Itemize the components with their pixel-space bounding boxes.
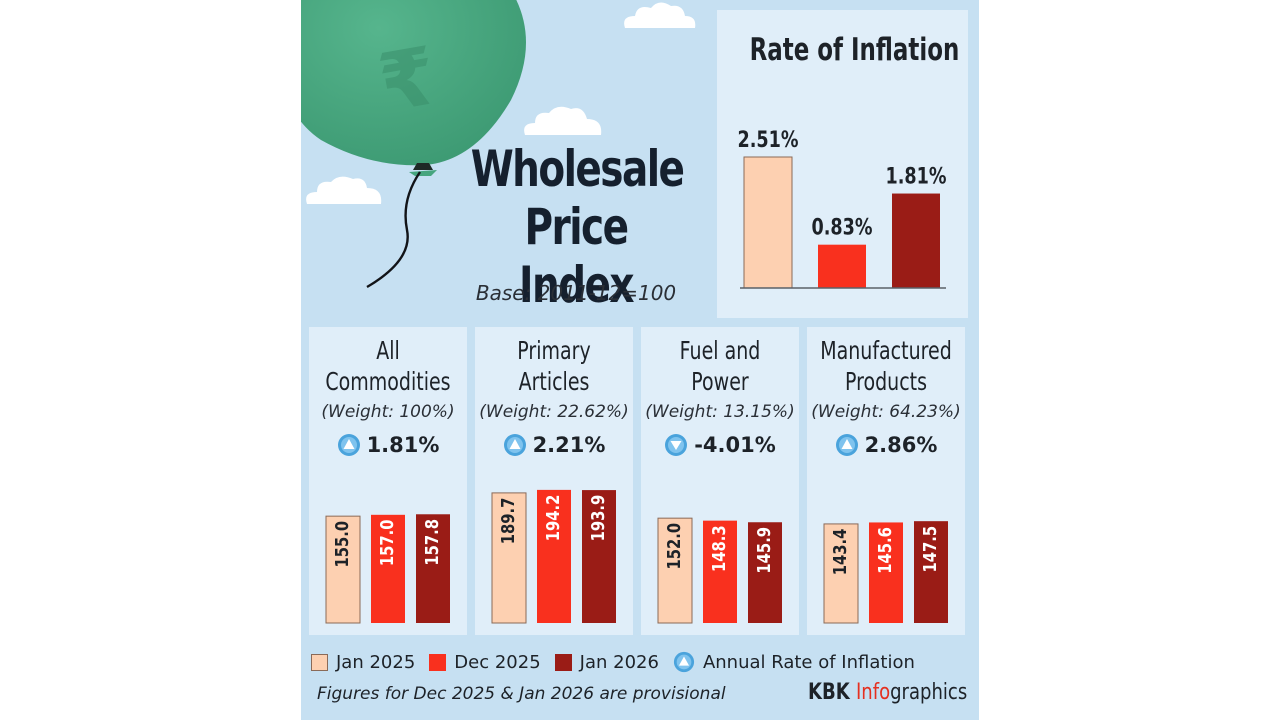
inflation-value-label: 1.81%: [885, 164, 946, 189]
category-panel-manufactured-products: Manufactured Products (Weight: 64.23%) 2…: [807, 327, 965, 635]
category-weight: (Weight: 100%): [321, 402, 455, 422]
category-panel-all-commodities: All Commodities (Weight: 100%) 1.81% 155…: [309, 327, 467, 635]
annual-rate: 2.86%: [807, 433, 965, 457]
inflation-bar: [743, 156, 793, 289]
legend-item-dec-2025: Dec 2025: [429, 651, 541, 673]
legend-label: Dec 2025: [454, 651, 541, 673]
category-weight: (Weight: 13.15%): [645, 402, 795, 422]
annual-rate: -4.01%: [641, 433, 799, 457]
index-value-label: 189.7: [498, 498, 519, 545]
infographic: ₹ Wholesale Price Index Base: 2011-12=10…: [301, 0, 979, 720]
swatch-jan-2025: [311, 653, 328, 671]
category-title: Fuel and Power: [645, 335, 795, 397]
legend-item-annual-rate: Annual Rate of Inflation: [673, 651, 915, 673]
index-value-label: 145.6: [875, 527, 896, 574]
index-value-label: 193.9: [588, 495, 609, 542]
category-title-line: Products: [844, 367, 928, 396]
index-bar: [869, 522, 903, 623]
brand-part-2: Info: [855, 680, 890, 705]
index-bar: [491, 492, 527, 624]
inflation-value-label: 0.83%: [811, 215, 872, 240]
base-year-label: Base: 2011-12=100: [475, 281, 677, 305]
brand-part-3: graphics: [889, 680, 967, 705]
title-line-1: Wholesale: [470, 140, 685, 198]
inflation-bar: [818, 244, 866, 288]
category-title-line: Commodities: [325, 367, 451, 396]
category-title-line: Articles: [518, 367, 590, 396]
category-title-line: Power: [691, 367, 749, 396]
index-bar: [657, 517, 693, 624]
legend-item-jan-2025: Jan 2025: [311, 652, 415, 673]
index-bar: [914, 521, 948, 623]
annual-rate-value: -4.01%: [694, 433, 776, 457]
legend-label: Annual Rate of Inflation: [702, 651, 915, 673]
annual-rate-value: 1.81%: [366, 433, 440, 457]
cloud-icon: [524, 106, 602, 135]
index-value-label: 145.9: [754, 527, 775, 574]
annual-rate-value: 2.21%: [532, 433, 606, 457]
rate-of-inflation-title: Rate of Inflation: [749, 32, 960, 68]
provisional-footnote: Figures for Dec 2025 & Jan 2026 are prov…: [317, 684, 726, 704]
index-value-label: 157.8: [422, 519, 443, 566]
category-title-line: Fuel and: [679, 336, 761, 365]
category-bar-chart: 189.7 194.2 193.9: [491, 489, 616, 624]
page-title: Wholesale Price Index: [470, 140, 685, 314]
inflation-value-label: 2.51%: [737, 127, 798, 152]
inflation-bar: [892, 193, 940, 288]
up-arrow-circle-icon: [503, 434, 526, 456]
brand-part-1: KBK: [807, 680, 856, 705]
category-bar-chart: 143.4 145.6 147.5: [823, 521, 948, 624]
category-weight: (Weight: 22.62%): [479, 402, 629, 422]
legend-label: Jan 2025: [336, 651, 416, 673]
cloud-icon: [624, 2, 696, 28]
index-value-label: 157.0: [377, 519, 398, 566]
swatch-dec-2025: [429, 653, 447, 671]
annual-rate: 1.81%: [309, 433, 467, 457]
category-title-line: Manufactured: [820, 336, 952, 365]
rate-of-inflation-chart: 2.51% 0.83% 1.81%: [737, 127, 947, 289]
index-value-label: 152.0: [664, 523, 685, 570]
down-arrow-circle-icon: [665, 434, 688, 456]
up-arrow-circle-icon: [673, 651, 695, 673]
index-bar: [416, 514, 450, 623]
up-arrow-circle-icon: [337, 434, 360, 456]
index-bar: [537, 489, 571, 623]
swatch-jan-2026: [554, 653, 572, 671]
index-bar: [325, 515, 361, 624]
index-value-label: 143.4: [830, 529, 851, 576]
index-bar: [371, 514, 405, 623]
index-value-label: 194.2: [543, 495, 564, 542]
rupee-balloon-icon: ₹: [301, 0, 526, 289]
category-title: Manufactured Products: [811, 335, 961, 397]
index-value-label: 155.0: [332, 521, 353, 568]
category-bar-chart: 155.0 157.0 157.8: [325, 514, 450, 624]
category-bar-chart: 152.0 148.3 145.9: [657, 517, 782, 624]
title-line-2: Price Index: [518, 198, 635, 314]
category-title-line: Primary: [517, 336, 591, 365]
category-panel-fuel-and-power: Fuel and Power (Weight: 13.15%) -4.01% 1…: [641, 327, 799, 635]
index-value-label: 147.5: [920, 526, 941, 573]
rate-of-inflation-panel: Rate of Inflation 2.51% 0.83% 1.81%: [717, 10, 968, 318]
annual-rate: 2.21%: [475, 433, 633, 457]
index-bar: [582, 490, 616, 623]
legend: Jan 2025 Dec 2025 Jan 2026 Annual Rate o…: [311, 648, 929, 676]
index-bar: [823, 523, 859, 624]
legend-item-jan-2026: Jan 2026: [554, 651, 659, 673]
index-bar: [748, 522, 782, 623]
category-weight: (Weight: 64.23%): [811, 402, 961, 422]
category-title: Primary Articles: [479, 335, 629, 397]
legend-label: Jan 2026: [579, 651, 659, 673]
category-title: All Commodities: [313, 335, 463, 397]
annual-rate-value: 2.86%: [864, 433, 938, 457]
cloud-icon: [306, 176, 382, 204]
up-arrow-circle-icon: [835, 434, 858, 456]
category-title-line: All: [376, 336, 400, 365]
index-bar: [703, 520, 737, 623]
index-value-label: 148.3: [709, 525, 730, 572]
brand-logo: KBK Infographics: [808, 680, 967, 705]
category-panel-primary-articles: Primary Articles (Weight: 22.62%) 2.21% …: [475, 327, 633, 635]
